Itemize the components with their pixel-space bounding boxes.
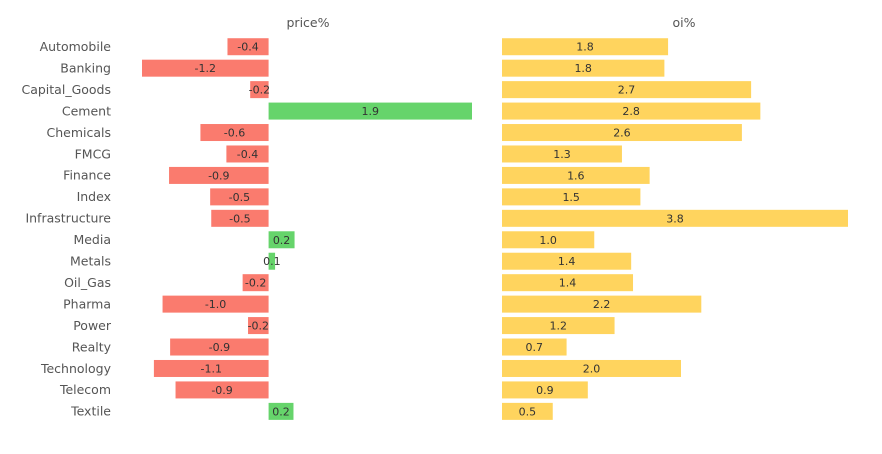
oi-bar-media <box>502 231 595 249</box>
price-bar-technology <box>153 359 269 377</box>
price-value-label: -1.0 <box>205 298 226 311</box>
oi-value-label: 1.8 <box>576 41 594 54</box>
oi-panel: oi%1.81.82.72.82.61.31.61.53.81.01.41.42… <box>502 15 848 420</box>
price-bar-textile <box>268 402 294 420</box>
price-bar-realty <box>170 338 269 356</box>
category-label-automobile: Automobile <box>40 39 112 54</box>
price-value-label: -0.9 <box>211 384 232 397</box>
oi-value-label: 0.9 <box>536 384 554 397</box>
oi-bar-realty <box>502 338 567 356</box>
oi-bar-fmcg <box>502 145 622 163</box>
oi-value-label: 2.2 <box>593 298 611 311</box>
category-label-realty: Realty <box>72 339 112 354</box>
price-value-label: -0.2 <box>245 277 266 290</box>
oi-bar-cement <box>502 102 761 120</box>
oi-bar-textile <box>502 402 553 420</box>
category-axis: Automobile Banking Capital_Goods Cement Chem… <box>21 39 111 419</box>
price-value-label: -0.9 <box>209 341 230 354</box>
price-bar-banking <box>142 59 269 77</box>
oi-value-label: 2.0 <box>583 362 601 375</box>
price-bar-media <box>268 231 295 249</box>
category-label-cement: Cement <box>62 103 111 118</box>
price-value-label: -0.6 <box>224 127 245 140</box>
category-label-fmcg: FMCG <box>75 146 111 161</box>
price-value-label: -1.2 <box>195 62 216 75</box>
price-bar-infrastructure <box>211 209 269 227</box>
oi-bar-banking <box>502 59 665 77</box>
price-value-label: -0.2 <box>249 84 270 97</box>
price-bar-chemicals <box>200 124 269 142</box>
oi-value-label: 1.3 <box>553 148 571 161</box>
price-panel-title: price% <box>287 15 330 30</box>
category-label-oil-gas: Oil_Gas <box>64 275 111 290</box>
category-label-chemicals: Chemicals <box>46 125 111 140</box>
oi-value-label: 2.7 <box>618 84 636 97</box>
price-bar-telecom <box>175 381 269 399</box>
oi-value-label: 1.4 <box>559 277 577 290</box>
price-value-label: -0.9 <box>208 169 229 182</box>
price-value-label: -0.4 <box>237 148 258 161</box>
price-value-label: -0.5 <box>229 191 250 204</box>
category-label-banking: Banking <box>60 60 111 75</box>
category-label-finance: Finance <box>63 168 111 183</box>
price-value-label: 0.1 <box>263 255 281 268</box>
price-bar-finance <box>169 166 269 184</box>
price-bar-capital-goods <box>250 81 269 99</box>
price-panel: price%-0.4-1.2-0.21.9-0.6-0.4-0.9-0.5-0.… <box>142 15 472 420</box>
price-value-label: -0.5 <box>229 212 250 225</box>
price-bar-metals <box>268 252 276 270</box>
oi-value-label: 2.8 <box>622 105 640 118</box>
oi-panel-title: oi% <box>673 15 696 30</box>
price-value-label: -1.1 <box>201 362 222 375</box>
category-label-textile: Textile <box>70 404 111 419</box>
category-label-index: Index <box>77 189 111 204</box>
category-label-media: Media <box>73 232 111 247</box>
price-bar-cement <box>268 102 472 120</box>
price-value-label: -0.2 <box>248 320 269 333</box>
category-label-technology: Technology <box>40 361 112 376</box>
oi-value-label: 1.8 <box>574 62 592 75</box>
oi-value-label: 1.6 <box>567 169 585 182</box>
price-bar-index <box>210 188 269 206</box>
price-bar-pharma <box>162 295 269 313</box>
oi-bar-power <box>502 317 615 335</box>
oi-value-label: 2.6 <box>613 127 631 140</box>
oi-value-label: 1.0 <box>539 234 557 247</box>
oi-bar-metals <box>502 252 632 270</box>
price-bar-fmcg <box>226 145 269 163</box>
oi-bar-oil-gas <box>502 274 634 292</box>
price-value-label: 0.2 <box>272 405 290 418</box>
price-bar-oil-gas <box>242 274 269 292</box>
oi-bar-finance <box>502 166 650 184</box>
oi-bar-chemicals <box>502 124 742 142</box>
oi-bar-automobile <box>502 38 669 56</box>
price-value-label: -0.4 <box>237 41 258 54</box>
category-label-infrastructure: Infrastructure <box>25 211 111 226</box>
oi-value-label: 1.4 <box>558 255 576 268</box>
category-label-power: Power <box>73 318 112 333</box>
oi-value-label: 0.5 <box>519 405 537 418</box>
oi-bar-index <box>502 188 641 206</box>
category-label-capital-goods: Capital_Goods <box>21 82 111 97</box>
oi-bar-infrastructure <box>502 209 848 227</box>
oi-bar-pharma <box>502 295 702 313</box>
price-value-label: 0.2 <box>273 234 291 247</box>
price-bar-power <box>248 317 269 335</box>
oi-bar-capital-goods <box>502 81 752 99</box>
price-value-label: 1.9 <box>362 105 380 118</box>
oi-value-label: 1.5 <box>562 191 580 204</box>
category-label-metals: Metals <box>70 254 111 269</box>
category-label-pharma: Pharma <box>63 296 111 311</box>
oi-bar-telecom <box>502 381 588 399</box>
oi-value-label: 0.7 <box>526 341 544 354</box>
oi-value-label: 3.8 <box>666 212 684 225</box>
category-label-telecom: Telecom <box>59 382 111 397</box>
oi-bar-technology <box>502 359 681 377</box>
oi-value-label: 1.2 <box>550 320 568 333</box>
price-bar-automobile <box>227 38 269 56</box>
